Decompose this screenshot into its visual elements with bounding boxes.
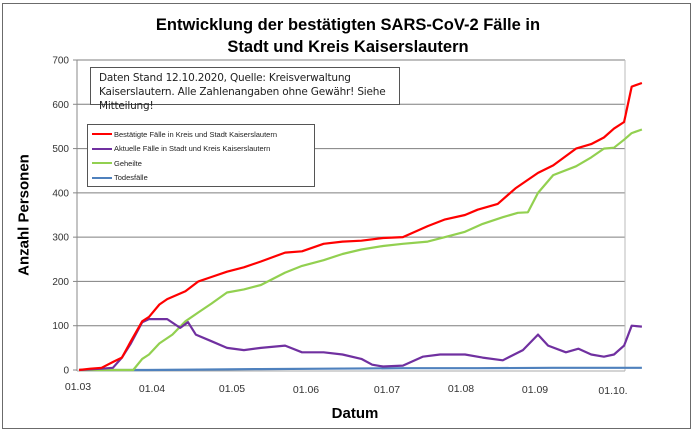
y-tick-label: 700 — [52, 56, 69, 67]
y-tick-label: 100 — [52, 321, 69, 332]
series-line-active — [78, 318, 642, 372]
series-line-deaths — [79, 366, 642, 372]
x-tick-label: 01.08 — [448, 383, 474, 395]
y-axis-label: Anzahl Personen — [15, 154, 33, 276]
legend-item-deaths: Todesfälle — [92, 171, 310, 186]
legend-swatch-active — [92, 147, 112, 150]
legend-item-active: Aktuelle Fälle in Stadt und Kreis Kaiser… — [92, 142, 310, 157]
x-tick-label: 01.07 — [374, 384, 400, 396]
data-source-note: Daten Stand 12.10.2020, Quelle: Kreisver… — [90, 67, 400, 112]
legend-label-active: Aktuelle Fälle in Stadt und Kreis Kaiser… — [114, 144, 271, 154]
legend-label-confirmed: Bestätigte Fälle in Kreis und Stadt Kais… — [114, 129, 278, 139]
legend-label-deaths: Todesfälle — [114, 173, 148, 183]
y-tick-label: 200 — [52, 277, 69, 288]
data-series — [78, 81, 643, 372]
y-tick-label: 500 — [52, 144, 69, 155]
x-axis-ticks: 01.03 01.04 01.05 01.06 01.07 01.08 01.09 01.10… — [65, 381, 628, 397]
legend-swatch-recovered — [92, 162, 112, 165]
legend-swatch-deaths — [92, 176, 112, 179]
series-line-confirmed — [78, 81, 643, 372]
x-tick-label: 01.03 — [65, 381, 91, 393]
note-line-2: Kaiserslautern. Alle Zahlenangaben ohne … — [99, 86, 386, 112]
x-axis-label: Datum — [331, 405, 379, 422]
legend-swatch-confirmed — [92, 133, 112, 136]
y-tick-label: 300 — [52, 233, 69, 244]
legend-label-recovered: Geheilte — [114, 158, 142, 168]
legend-item-confirmed: Bestätigte Fälle in Kreis und Stadt Kais… — [92, 127, 310, 142]
x-tick-label: 01.09 — [522, 384, 548, 396]
y-tick-label: 0 — [63, 366, 69, 377]
legend-item-recovered: Geheilte — [92, 156, 310, 171]
chart-title-line-2: Stadt und Kreis Kaiserslautern — [227, 38, 469, 56]
x-tick-label: 01.10. — [598, 385, 627, 397]
y-axis-ticks: 0 100 200 300 400 500 600 700 — [52, 56, 77, 377]
y-tick-label: 600 — [52, 100, 69, 111]
chart-title-line-1: Entwicklung der bestätigten SARS-CoV-2 F… — [155, 16, 541, 34]
chart-legend: Bestätigte Fälle in Kreis und Stadt Kais… — [87, 124, 315, 187]
chart-title: Entwicklung der bestätigten SARS-CoV-2 F… — [0, 14, 696, 58]
note-line-1: Daten Stand 12.10.2020, Quelle: Kreisver… — [99, 72, 351, 84]
x-tick-label: 01.04 — [139, 383, 165, 395]
series-line-recovered — [79, 128, 643, 372]
x-tick-label: 01.05 — [219, 383, 245, 395]
y-tick-label: 400 — [52, 188, 69, 199]
x-tick-label: 01.06 — [293, 384, 319, 396]
